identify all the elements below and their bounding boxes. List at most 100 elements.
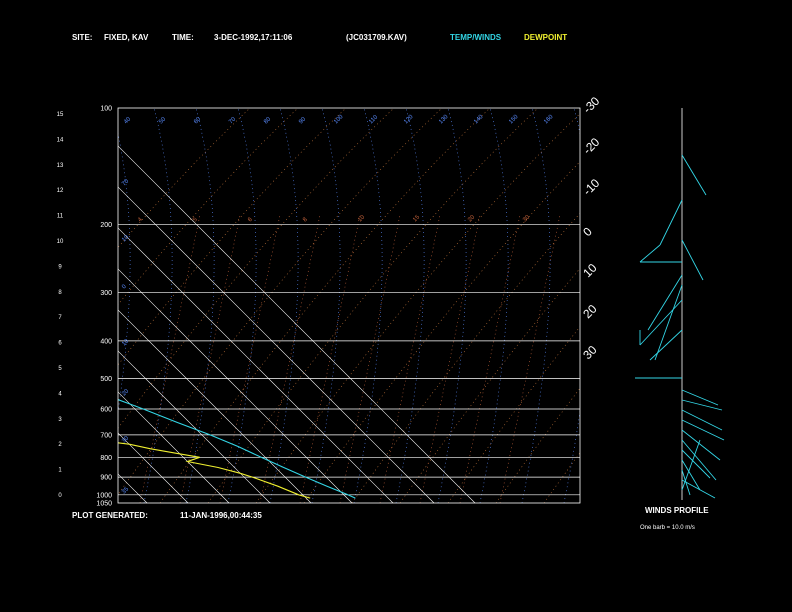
pressure-label: 1050 bbox=[96, 501, 112, 508]
mixing-ratio-label: 10 bbox=[357, 214, 366, 223]
dry-adiabat bbox=[351, 212, 580, 503]
moist-adiabat bbox=[479, 108, 509, 503]
mixing-ratio-line bbox=[499, 214, 561, 503]
adiabat-label: 110 bbox=[368, 114, 379, 125]
wind-barb bbox=[654, 284, 683, 361]
wind-barb bbox=[681, 439, 717, 481]
isotherm-line bbox=[118, 309, 312, 503]
dry-adiabat bbox=[118, 108, 395, 429]
wind-barb bbox=[681, 429, 721, 461]
adiabat-label: 80 bbox=[263, 116, 272, 125]
series-layer bbox=[118, 399, 356, 499]
theta-label: 30 bbox=[121, 435, 130, 444]
mixing-ratio-label: 4 bbox=[137, 216, 144, 223]
dry-adiabat bbox=[495, 387, 580, 503]
wind-barb bbox=[659, 199, 683, 246]
dry-adiabat bbox=[447, 326, 580, 503]
pressure-label: 900 bbox=[100, 475, 112, 482]
mixing-ratio-line bbox=[379, 214, 441, 503]
time-label: TIME: bbox=[172, 33, 194, 42]
height-label: 8 bbox=[58, 290, 62, 296]
wind-barb bbox=[681, 419, 725, 441]
theta-label: 0 bbox=[121, 283, 128, 290]
mixing-ratio-label: 30 bbox=[522, 214, 531, 223]
theta-label: 10 bbox=[121, 234, 130, 243]
site-label: SITE: bbox=[72, 33, 92, 42]
right-temperature-label: 30 bbox=[580, 343, 600, 363]
wind-barb bbox=[681, 389, 719, 406]
height-label: 12 bbox=[57, 188, 64, 194]
isobars bbox=[118, 224, 580, 496]
dry-adiabat bbox=[118, 108, 443, 496]
winds-profile-title: WINDS PROFILE bbox=[645, 506, 709, 515]
moist-adiabat bbox=[563, 108, 580, 503]
moist-adiabat bbox=[311, 108, 341, 503]
pressure-label: 300 bbox=[100, 290, 112, 297]
pressure-label: 200 bbox=[100, 222, 112, 229]
axis-labels: 1002003004005006007008009001000105015141… bbox=[57, 94, 603, 508]
right-temperature-label: -10 bbox=[580, 176, 602, 198]
mixing-ratio-line bbox=[459, 214, 521, 503]
adiabat-label: 120 bbox=[403, 114, 415, 126]
wind-barb bbox=[681, 439, 701, 491]
height-label: 7 bbox=[58, 315, 62, 321]
mixing-ratio-label: 6 bbox=[247, 216, 254, 223]
adiabat-label: 40 bbox=[123, 116, 132, 125]
dry-adiabat bbox=[303, 161, 580, 503]
right-temperature-label: -30 bbox=[580, 94, 602, 116]
winds-profile: WINDS PROFILE One barb = 10.0 m/s bbox=[635, 108, 725, 531]
height-label: 11 bbox=[57, 214, 64, 220]
pressure-label: 1000 bbox=[96, 492, 112, 499]
dry-adiabat bbox=[255, 113, 580, 503]
dry-adiabat bbox=[118, 108, 299, 306]
winds-scale-note: One barb = 10.0 m/s bbox=[640, 525, 695, 531]
wind-barb bbox=[647, 274, 683, 331]
wind-barb bbox=[681, 459, 701, 491]
right-temperature-label: -20 bbox=[580, 135, 602, 157]
theta-label: 10 bbox=[121, 338, 130, 347]
dewpoint-legend: DEWPOINT bbox=[524, 33, 567, 42]
moist-adiabat bbox=[185, 108, 215, 503]
dry-adiabat bbox=[118, 108, 347, 366]
isotherm-line bbox=[118, 350, 271, 503]
wind-barbs bbox=[635, 154, 725, 499]
pressure-label: 600 bbox=[100, 406, 112, 413]
theta-label: 70 bbox=[121, 178, 130, 187]
site-value: FIXED, KAV bbox=[104, 33, 149, 42]
adiabat-label: 140 bbox=[473, 114, 485, 126]
right-temperature-label: 10 bbox=[580, 261, 600, 281]
time-value: 3-DEC-1992,17:11:06 bbox=[214, 33, 293, 42]
isotherm-line bbox=[118, 186, 435, 503]
pressure-label: 800 bbox=[100, 455, 112, 462]
height-label: 5 bbox=[58, 366, 62, 372]
wind-barb bbox=[649, 329, 683, 361]
header: SITE: FIXED, KAV TIME: 3-DEC-1992,17:11:… bbox=[72, 33, 567, 42]
mixing-ratio-label: 8 bbox=[302, 216, 309, 223]
dry-adiabat bbox=[543, 452, 580, 503]
plot-generated-label: PLOT GENERATED: bbox=[72, 511, 148, 520]
height-label: 9 bbox=[58, 264, 62, 270]
moist-adiabat bbox=[143, 108, 173, 503]
height-label: 3 bbox=[58, 417, 62, 423]
adiabat-label: 60 bbox=[193, 116, 202, 125]
height-label: 1 bbox=[58, 468, 62, 474]
right-temperature-label: 20 bbox=[580, 302, 600, 322]
theta-label: 20 bbox=[121, 388, 130, 397]
mixing-ratio-line bbox=[419, 214, 481, 503]
dry-adiabat bbox=[118, 108, 251, 248]
adiabat-label: 150 bbox=[508, 114, 520, 126]
wind-barb bbox=[639, 299, 683, 346]
height-label: 6 bbox=[58, 341, 62, 347]
plot-area bbox=[117, 107, 581, 504]
mixing-ratio-line bbox=[219, 214, 281, 503]
mixing-ratio-label: 5 bbox=[192, 216, 199, 223]
temperature-line bbox=[118, 399, 356, 499]
wind-barb bbox=[681, 154, 707, 196]
adiabat-label: 70 bbox=[228, 116, 237, 125]
wind-barb bbox=[681, 409, 723, 431]
right-temperature-label: 0 bbox=[580, 224, 595, 239]
adiabat-label: 160 bbox=[543, 114, 555, 126]
isotherm-line bbox=[118, 391, 230, 503]
adiabat-label: 50 bbox=[158, 116, 167, 125]
mixing-ratio-label: 15 bbox=[412, 214, 421, 223]
